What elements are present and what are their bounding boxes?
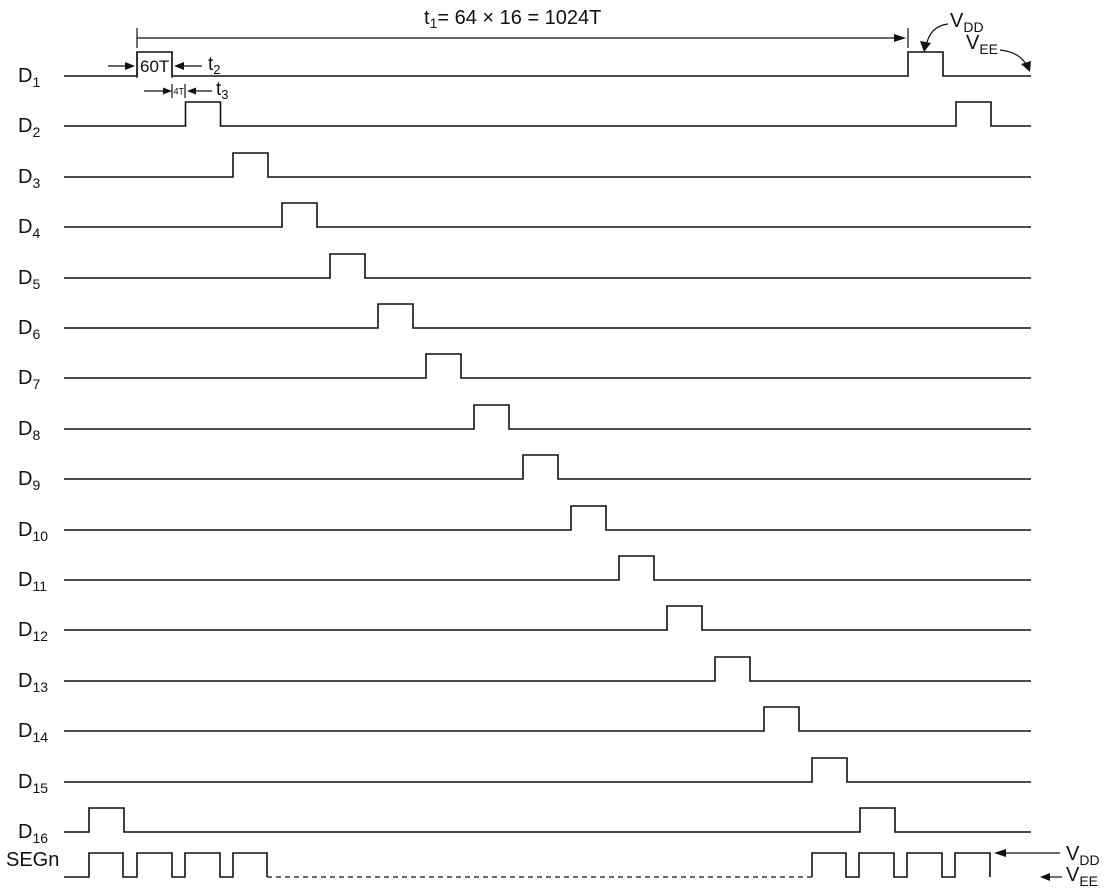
vdd-label-bottom: VDD	[1066, 843, 1100, 868]
row-waveform-d12	[64, 605, 1031, 631]
row-label-d4: D4	[18, 216, 40, 241]
row-label-d10: D10	[18, 519, 48, 544]
row-label-d13: D13	[18, 670, 48, 695]
row-waveform-d11	[64, 555, 1031, 581]
gap-label: 4T	[174, 87, 185, 97]
segment-waveform-left	[64, 852, 268, 878]
segment-vee-arrowhead	[1040, 873, 1050, 881]
segment-row: SEGn VDD VEE	[6, 843, 1100, 889]
row-waveform-d1	[64, 51, 1031, 77]
row-label-d14: D14	[18, 720, 48, 745]
row-waveform-d6	[64, 303, 1031, 329]
segment-vdd-arrowhead	[994, 849, 1006, 857]
row-waveform-d13	[64, 656, 1031, 682]
row-label-d1: D1	[18, 65, 40, 90]
vdd-label-top: VDD	[950, 10, 984, 35]
row-label-d7: D7	[18, 367, 40, 392]
t2-label: t2	[208, 54, 221, 77]
row-waveform-d5	[64, 253, 1031, 279]
row-waveform-d4	[64, 202, 1031, 228]
row-waveform-d8	[64, 404, 1031, 430]
t2-annotation: 60T t2	[108, 52, 221, 78]
row-waveform-d16	[64, 807, 1031, 833]
vee-label-top: VEE	[966, 32, 998, 57]
t2-right-arrowhead	[174, 62, 184, 70]
row-label-d15: D15	[18, 771, 48, 796]
segment-label: SEGn	[6, 849, 59, 871]
row-label-d5: D5	[18, 267, 40, 292]
row-label-d12: D12	[18, 619, 48, 644]
row-label-d6: D6	[18, 317, 40, 342]
row-label-d2: D2	[18, 115, 40, 140]
waveform-rows: D1 D2 D3 D4 D5 D6 D7 D8 D9 D10 D11 D12 D13 D14 D15 D16	[18, 51, 1031, 846]
row-waveform-d2	[64, 101, 1031, 127]
t2-left-arrowhead	[125, 62, 135, 70]
row-label-d11: D11	[18, 569, 47, 594]
t1-dimension: t1= 64 × 16 = 1024T	[136, 7, 909, 48]
row-label-d8: D8	[18, 418, 40, 443]
vee-label-bottom: VEE	[1066, 864, 1098, 889]
t1-arrowhead	[894, 34, 906, 42]
row-label-d16: D16	[18, 821, 48, 846]
row-waveform-d10	[64, 505, 1031, 531]
row-label-d9: D9	[18, 468, 40, 493]
row-waveform-d9	[64, 454, 1031, 480]
row-label-d3: D3	[18, 166, 40, 191]
t1-label: t1= 64 × 16 = 1024T	[424, 7, 601, 31]
t3-annotation: 4T t3	[144, 79, 229, 102]
row-waveform-d14	[64, 706, 1031, 732]
t3-right-arrowhead	[187, 87, 196, 95]
row-waveform-d7	[64, 353, 1031, 379]
d1-level-callouts: VDD VEE	[920, 10, 1031, 72]
vdd-callout-arrowhead	[920, 41, 931, 52]
pulse-width-label: 60T	[140, 57, 169, 76]
row-waveform-d3	[64, 152, 1031, 178]
row-waveform-d15	[64, 757, 1031, 783]
vee-callout-arrowhead	[1021, 61, 1031, 72]
t3-left-arrowhead	[163, 87, 172, 95]
segment-waveform-right	[811, 852, 991, 878]
t3-label: t3	[216, 79, 229, 102]
